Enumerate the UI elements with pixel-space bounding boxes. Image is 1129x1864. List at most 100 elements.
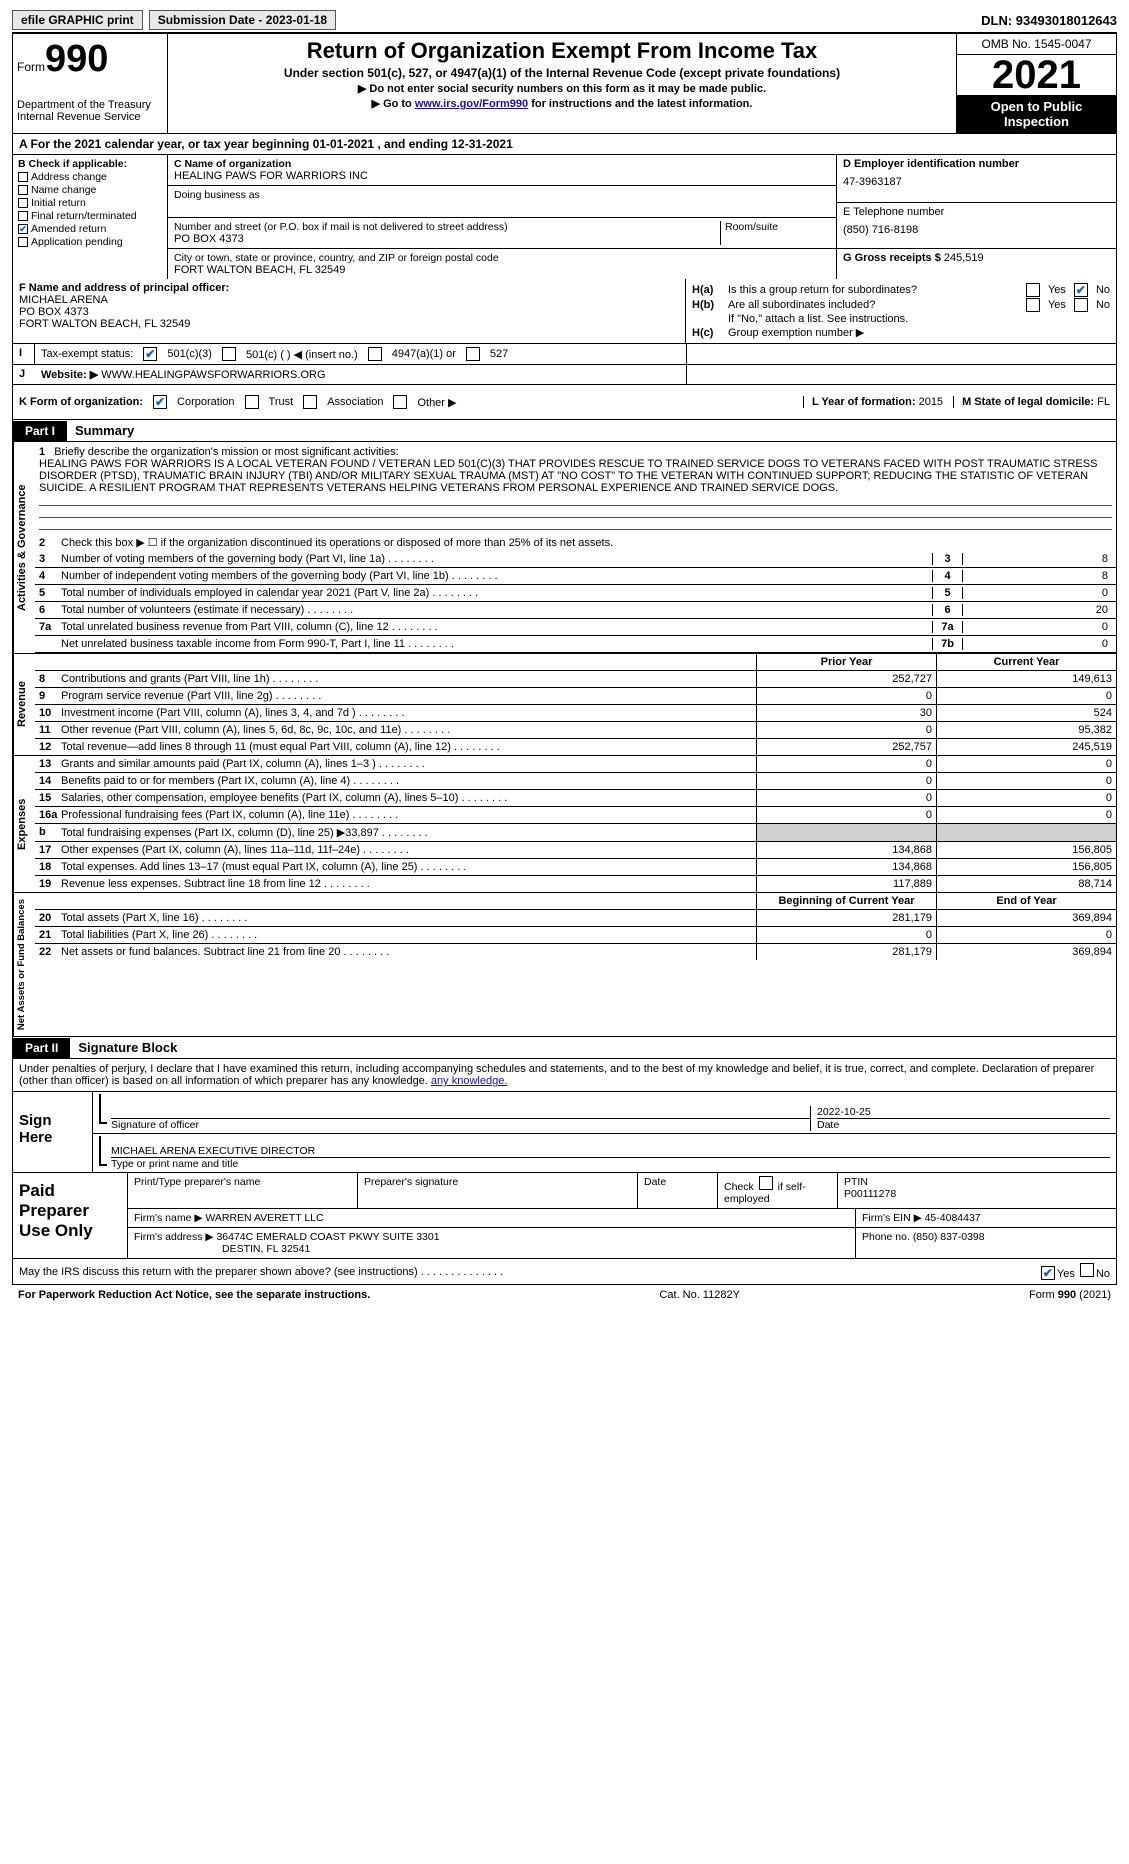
- omb-number: OMB No. 1545-0047: [957, 34, 1116, 55]
- chk-address-change[interactable]: Address change: [18, 171, 162, 183]
- may-no-checkbox[interactable]: [1080, 1263, 1094, 1277]
- tax-status-label: Tax-exempt status:: [41, 348, 133, 360]
- chk-name-change[interactable]: Name change: [18, 184, 162, 196]
- col-b-header: B Check if applicable:: [18, 158, 162, 170]
- hc-label: H(c): [692, 327, 728, 339]
- i-label: I: [13, 344, 35, 364]
- room-label: Room/suite: [720, 221, 830, 245]
- hb-question: Are all subordinates included?: [728, 299, 1024, 311]
- j-label: J: [13, 365, 35, 384]
- chk-501c3[interactable]: ✔: [143, 347, 157, 361]
- form-header: Form990 Department of the Treasury Inter…: [12, 34, 1117, 134]
- footer: For Paperwork Reduction Act Notice, see …: [12, 1285, 1117, 1305]
- paid-preparer-label: Paid Preparer Use Only: [13, 1173, 128, 1258]
- officer-name-title: MICHAEL ARENA EXECUTIVE DIRECTOR: [111, 1145, 1110, 1157]
- hb-yes-checkbox[interactable]: [1026, 298, 1040, 312]
- col-h: H(a) Is this a group return for subordin…: [686, 279, 1116, 343]
- signature-label: Signature of officer: [111, 1119, 810, 1131]
- begin-year-hdr: Beginning of Current Year: [756, 893, 936, 909]
- chk-application-pending[interactable]: Application pending: [18, 236, 162, 248]
- instr-link: ▶ Go to www.irs.gov/Form990 for instruct…: [172, 97, 952, 110]
- any-knowledge-link[interactable]: any knowledge.: [431, 1075, 507, 1087]
- mission-box: 1 Briefly describe the organization's mi…: [35, 442, 1116, 534]
- col-c: C Name of organization HEALING PAWS FOR …: [168, 155, 836, 279]
- chk-trust[interactable]: [245, 395, 259, 409]
- table-row: 9Program service revenue (Part VIII, lin…: [35, 688, 1116, 705]
- firm-ein-value: 45-4084437: [925, 1212, 981, 1224]
- firm-addr-value1: 36474C EMERALD COAST PKWY SUITE 3301: [216, 1231, 439, 1243]
- chk-4947[interactable]: [368, 347, 382, 361]
- gross-label: G Gross receipts $: [843, 252, 941, 264]
- tax-status-row: I Tax-exempt status: ✔501(c)(3) 501(c) (…: [12, 344, 1117, 365]
- instr-ssn: ▶ Do not enter social security numbers o…: [172, 82, 952, 95]
- ein-label: D Employer identification number: [843, 158, 1110, 170]
- efile-button[interactable]: efile GRAPHIC print: [12, 10, 143, 30]
- chk-initial-return[interactable]: Initial return: [18, 197, 162, 209]
- phone-label: E Telephone number: [843, 206, 1110, 218]
- mission-label: Briefly describe the organization's miss…: [54, 446, 398, 458]
- hb-no-checkbox[interactable]: [1074, 298, 1088, 312]
- part2-title: Signature Block: [70, 1037, 185, 1058]
- chk-other[interactable]: [393, 395, 407, 409]
- gross-value: 245,519: [944, 252, 984, 264]
- table-row: 10Investment income (Part VIII, column (…: [35, 705, 1116, 722]
- part1-tag: Part I: [13, 421, 67, 441]
- end-year-hdr: End of Year: [936, 893, 1116, 909]
- col-b: B Check if applicable: Address change Na…: [13, 155, 168, 279]
- part1-header: Part I Summary: [12, 420, 1117, 442]
- summary-netassets: Net Assets or Fund Balances Beginning of…: [12, 893, 1117, 1037]
- summary-governance: Activities & Governance 1 Briefly descri…: [12, 442, 1117, 654]
- table-row: 16aProfessional fundraising fees (Part I…: [35, 807, 1116, 824]
- ha-yes-checkbox[interactable]: [1026, 283, 1040, 297]
- table-row: 22Net assets or fund balances. Subtract …: [35, 944, 1116, 960]
- table-row: 8Contributions and grants (Part VIII, li…: [35, 671, 1116, 688]
- sign-here-block: Sign Here Signature of officer 2022-10-2…: [12, 1092, 1117, 1173]
- table-row: 11Other revenue (Part VIII, column (A), …: [35, 722, 1116, 739]
- city-value: FORT WALTON BEACH, FL 32549: [174, 264, 830, 276]
- irs-link[interactable]: www.irs.gov/Form990: [415, 98, 528, 110]
- sign-date-value: 2022-10-25: [817, 1106, 1110, 1118]
- officer-label: F Name and address of principal officer:: [19, 282, 679, 294]
- gov-row: 7aTotal unrelated business revenue from …: [35, 619, 1116, 636]
- paid-preparer-block: Paid Preparer Use Only Print/Type prepar…: [12, 1173, 1117, 1259]
- firm-phone-value: (850) 837-0398: [913, 1231, 985, 1243]
- j-row: J Website: ▶ WWW.HEALINGPAWSFORWARRIORS.…: [12, 365, 1117, 385]
- table-row: 12Total revenue—add lines 8 through 11 (…: [35, 739, 1116, 755]
- ptin-value: P00111278: [844, 1188, 1110, 1200]
- summary-expenses: Expenses 13Grants and similar amounts pa…: [12, 756, 1117, 893]
- chk-527[interactable]: [466, 347, 480, 361]
- dba-label: Doing business as: [174, 189, 260, 214]
- header-left: Form990 Department of the Treasury Inter…: [13, 34, 168, 133]
- vtab-expenses: Expenses: [13, 756, 35, 892]
- ha-no-checkbox[interactable]: ✔: [1074, 283, 1088, 297]
- firm-name-value: WARREN AVERETT LLC: [205, 1212, 323, 1224]
- website-value: WWW.HEALINGPAWSFORWARRIORS.ORG: [101, 369, 325, 381]
- ha-question: Is this a group return for subordinates?: [728, 284, 1024, 296]
- table-row: 13Grants and similar amounts paid (Part …: [35, 756, 1116, 773]
- chk-corporation[interactable]: ✔: [153, 395, 167, 409]
- gov-row: 3Number of voting members of the governi…: [35, 551, 1116, 568]
- col-f: F Name and address of principal officer:…: [13, 279, 686, 343]
- sign-here-label: Sign Here: [13, 1092, 93, 1172]
- preparer-name-label: Print/Type preparer's name: [128, 1173, 358, 1208]
- firm-name-label: Firm's name ▶: [134, 1212, 202, 1224]
- chk-501c[interactable]: [222, 347, 236, 361]
- l-label: L Year of formation:: [812, 396, 916, 408]
- sign-date-label: Date: [817, 1118, 1110, 1131]
- chk-amended-return[interactable]: ✔Amended return: [18, 223, 162, 235]
- k-label: K Form of organization:: [19, 396, 143, 408]
- may-yes-checkbox[interactable]: ✔: [1041, 1266, 1055, 1280]
- section-fh: F Name and address of principal officer:…: [12, 279, 1117, 344]
- chk-final-return[interactable]: Final return/terminated: [18, 210, 162, 222]
- gov-row: 2Check this box ▶ ☐ if the organization …: [35, 534, 1116, 551]
- irs-label: Internal Revenue Service: [17, 111, 163, 123]
- net-header-row: Beginning of Current Year End of Year: [35, 893, 1116, 910]
- city-label: City or town, state or province, country…: [174, 252, 830, 264]
- table-row: bTotal fundraising expenses (Part IX, co…: [35, 824, 1116, 842]
- chk-self-employed[interactable]: [759, 1176, 773, 1190]
- k-row: K Form of organization: ✔Corporation Tru…: [12, 385, 1117, 420]
- org-name: HEALING PAWS FOR WARRIORS INC: [174, 170, 830, 182]
- form-number: 990: [45, 38, 108, 80]
- chk-association[interactable]: [303, 395, 317, 409]
- firm-ein-label: Firm's EIN ▶: [862, 1212, 922, 1224]
